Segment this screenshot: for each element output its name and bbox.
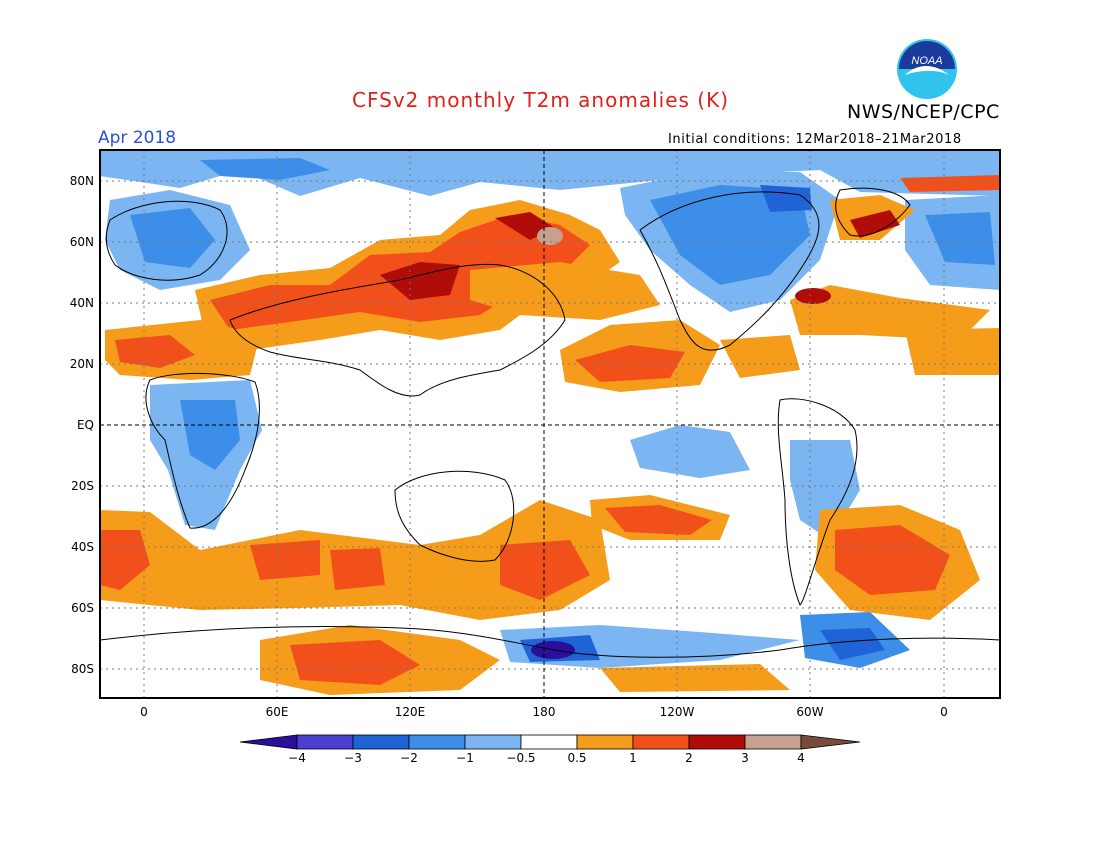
lat-label: 80N (70, 174, 94, 188)
coast-antarctica (99, 626, 1001, 658)
reference-lines (100, 150, 1000, 698)
anomaly-antarctic-red (290, 640, 420, 685)
anomaly-arctic-red-wrap (900, 175, 1000, 192)
lon-label: 180 (533, 705, 556, 719)
anomaly-europe-core-wrap (925, 212, 995, 265)
initial-conditions-label: Initial conditions: 12Mar2018–21Mar2018 (668, 132, 962, 147)
coast-samerica (777, 398, 858, 606)
coast-namerica (639, 191, 820, 351)
anomaly-spacific-red (605, 505, 712, 535)
anomaly-northpacific-orange (470, 262, 660, 320)
anomaly-antarctic-orange-2 (600, 664, 790, 692)
anomaly-tasman-red (500, 540, 590, 600)
noaa-logo-text: NOAA (911, 55, 942, 67)
anomaly-arctic-core (200, 158, 330, 180)
anomaly-sahara-red (115, 335, 195, 368)
lat-label: 20N (70, 357, 94, 371)
anomaly-southatlantic-red (100, 530, 150, 590)
lat-label: 40N (70, 296, 94, 310)
map-title: CFSv2 monthly T2m anomalies (K) (352, 88, 729, 112)
anomaly-eastcoast-darkred (795, 288, 831, 304)
forecast-month-label: Apr 2018 (98, 128, 177, 148)
anomaly-atlantic-orange (790, 285, 990, 340)
lat-label: EQ (77, 418, 94, 432)
coast-australia (394, 470, 515, 562)
lat-label: 40S (71, 540, 94, 554)
lon-label: 120W (660, 705, 695, 719)
anomaly-greenland-darkred (850, 210, 900, 238)
anomaly-weddell-darkblue (820, 628, 885, 660)
lon-label: 60W (796, 705, 823, 719)
coast-asia (229, 263, 566, 397)
lat-label: 60N (70, 235, 94, 249)
lat-label: 20S (71, 479, 94, 493)
anomaly-caribbean-orange (720, 335, 800, 378)
anomaly-mongolia-darkred (380, 262, 460, 300)
coast-greenland (835, 187, 911, 237)
graticule (100, 150, 1000, 698)
anomaly-arctic-blue (100, 150, 1000, 196)
coast-europe (105, 200, 228, 281)
anomaly-southindian-red-2 (330, 548, 385, 590)
lon-label: 60E (266, 705, 289, 719)
anomaly-europe-core (130, 208, 215, 268)
anomaly-africa-core (180, 400, 240, 470)
lon-label: 120E (395, 705, 426, 719)
lon-label: 0 (140, 705, 148, 719)
lat-label: 80S (71, 662, 94, 676)
anomaly-sahara-orange-wrap (905, 328, 1000, 375)
map-frame (99, 149, 1001, 699)
noaa-logo-bird (905, 66, 949, 75)
coast-africa (145, 372, 260, 529)
anomaly-eqpacific-blue (630, 425, 750, 478)
anomaly-southindian-red (250, 540, 320, 580)
lat-label: 60S (71, 601, 94, 615)
noaa-logo: NOAA (897, 39, 957, 99)
coastlines (99, 187, 1001, 658)
noaa-logo-top (899, 41, 955, 69)
anomaly-southatlantic-red-2 (835, 525, 950, 595)
lon-label: 0 (940, 705, 948, 719)
agency-label: NWS/NCEP/CPC (847, 101, 1000, 123)
anomaly-siberia-peak (537, 227, 563, 245)
